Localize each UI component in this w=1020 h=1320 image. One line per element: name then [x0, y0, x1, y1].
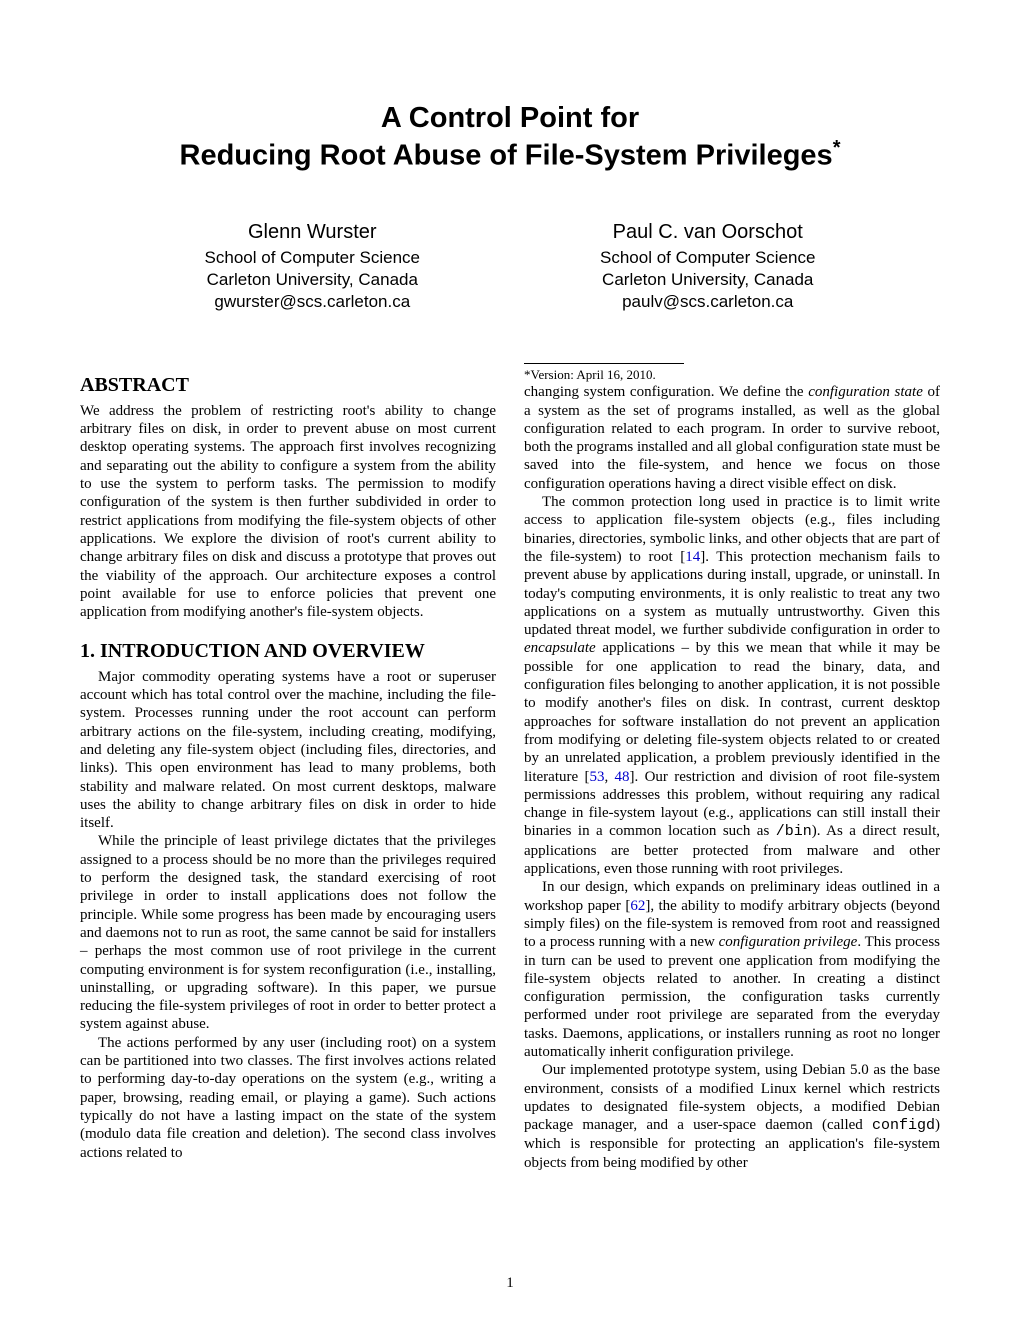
paper-page: A Control Point for Reducing Root Abuse … — [0, 0, 1020, 1320]
col2-p1-em1: configuration state — [808, 384, 923, 400]
author-1-email: gwurster@scs.carleton.ca — [205, 291, 420, 313]
s1-p1: Major commodity operating systems have a… — [80, 668, 496, 833]
author-2-name: Paul C. van Oorschot — [600, 219, 815, 245]
author-block: Glenn Wurster School of Computer Science… — [80, 219, 940, 313]
title-line-2: Reducing Root Abuse of File-System Privi… — [180, 140, 833, 172]
author-1-affil2: Carleton University, Canada — [205, 269, 420, 291]
col2-p3-c: . This process in turn can be used to pr… — [524, 934, 940, 1060]
tt-bin: /bin — [776, 823, 812, 840]
cite-48[interactable]: 48 — [615, 769, 630, 785]
col2-p1-b: of a system as the set of programs insta… — [524, 384, 940, 491]
col2-p1-a: changing system configuration. We define… — [524, 384, 808, 400]
col2-p2-em1: encapsulate — [524, 640, 596, 656]
s1-p2: While the principle of least privilege d… — [80, 832, 496, 1033]
cite-14[interactable]: 14 — [685, 549, 700, 565]
cite-sep: , — [604, 769, 614, 785]
abstract-text: We address the problem of restricting ro… — [80, 402, 496, 622]
col2-p2: The common protection long used in pract… — [524, 493, 940, 878]
footnote-text: *Version: April 16, 2010. — [524, 367, 940, 383]
col2-p1: changing system configuration. We define… — [524, 383, 940, 493]
col2-p3: In our design, which expands on prelimin… — [524, 878, 940, 1061]
tt-configd: configd — [872, 1117, 935, 1134]
cite-62[interactable]: 62 — [630, 898, 645, 914]
col2-p4: Our implemented prototype system, using … — [524, 1061, 940, 1172]
author-2: Paul C. van Oorschot School of Computer … — [600, 219, 815, 313]
abstract-heading: ABSTRACT — [80, 373, 496, 397]
author-1-affil1: School of Computer Science — [205, 247, 420, 269]
author-1: Glenn Wurster School of Computer Science… — [205, 219, 420, 313]
author-2-affil1: School of Computer Science — [600, 247, 815, 269]
paper-title: A Control Point for Reducing Root Abuse … — [80, 100, 940, 174]
section-1-heading: 1. INTRODUCTION AND OVERVIEW — [80, 639, 496, 663]
author-1-name: Glenn Wurster — [205, 219, 420, 245]
title-footnote-marker: * — [833, 137, 841, 159]
cite-53[interactable]: 53 — [589, 769, 604, 785]
author-2-email: paulv@scs.carleton.ca — [600, 291, 815, 313]
body-columns: ABSTRACT We address the problem of restr… — [80, 363, 940, 1172]
author-2-affil2: Carleton University, Canada — [600, 269, 815, 291]
title-line-1: A Control Point for — [381, 102, 639, 134]
page-number: 1 — [0, 1275, 1020, 1292]
col2-p2-c: applications – by this we mean that whil… — [524, 640, 940, 784]
footnote-rule — [524, 363, 684, 364]
col2-p3-em1: configuration privilege — [719, 934, 858, 950]
s1-p3: The actions performed by any user (inclu… — [80, 1034, 496, 1162]
